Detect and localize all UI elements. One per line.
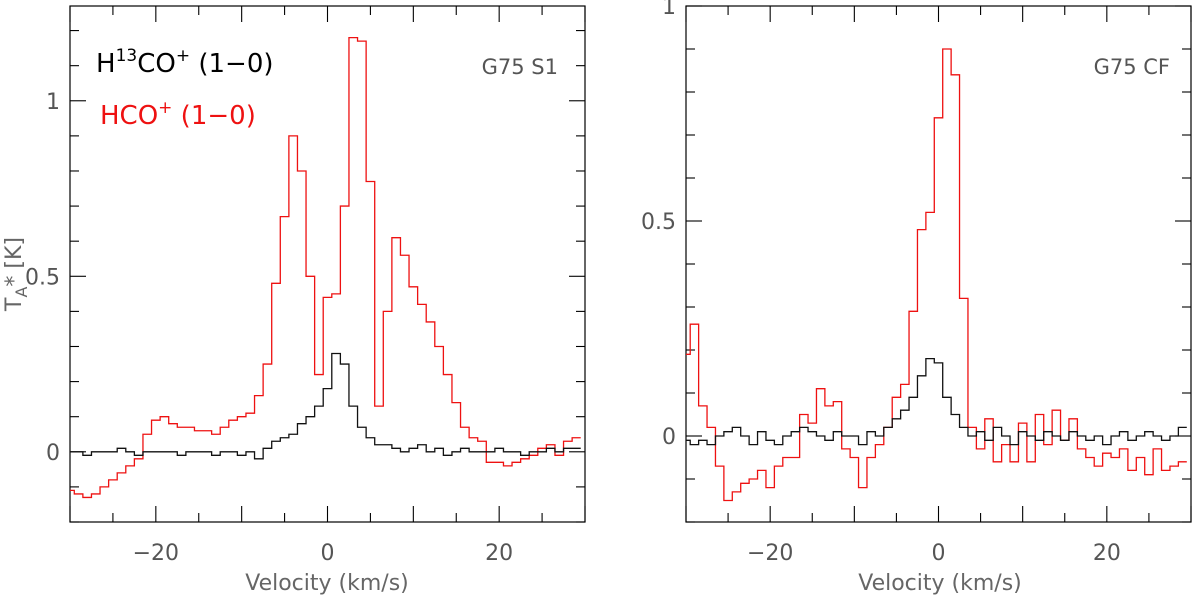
x-axis-title: Velocity (km/s)	[858, 571, 1022, 596]
axis-ticks	[685, 5, 1192, 523]
axis-ticks	[69, 6, 586, 523]
x-tick-label: 0	[932, 541, 946, 566]
y-axis-title-main: T	[2, 297, 27, 312]
legend-h13co-tail: (1−0)	[190, 49, 273, 79]
series-line	[686, 48, 1187, 502]
plot-frame	[69, 5, 586, 523]
x-tick-label: 0	[321, 541, 335, 566]
panel-label: G75 S1	[482, 55, 558, 79]
y-axis-title-suffix: * [K]	[2, 237, 27, 287]
legend-h13co: H13CO+ (1−0)	[96, 46, 274, 79]
series-line	[686, 357, 1187, 446]
series-line	[70, 36, 581, 499]
x-tick-label: 20	[485, 541, 513, 566]
legend-h13co-sup2: +	[176, 46, 190, 66]
y-tick-label: 1	[662, 0, 676, 20]
tick-labels: −20 0 20 0 0.5 1	[25, 90, 513, 566]
y-tick-label: 1	[46, 90, 60, 115]
y-tick-label: 0	[662, 425, 676, 450]
legend-hco-tail: (1−0)	[172, 101, 255, 131]
legend-hco-base: HCO	[100, 101, 158, 131]
series-line	[70, 352, 581, 460]
x-axis-title: Velocity (km/s)	[245, 571, 409, 596]
y-tick-label: 0.5	[25, 265, 60, 290]
x-tick-label: −20	[747, 541, 793, 566]
x-tick-label: 20	[1093, 541, 1121, 566]
y-axis-title: TA* [K]	[2, 237, 31, 312]
legend-hco: HCO+ (1−0)	[100, 98, 256, 131]
legend-h13co-sup: 13	[116, 46, 138, 66]
panel-g75-cf: −20 0 20 0 0.5 1 Velocity (km/s) G75 CF	[641, 0, 1192, 596]
legend-h13co-base: H	[96, 49, 116, 79]
tick-labels: −20 0 20 0 0.5 1	[641, 0, 1121, 566]
y-tick-label: 0.5	[641, 210, 676, 235]
series-group	[686, 48, 1187, 502]
legend-hco-sup: +	[158, 98, 172, 118]
svg-text:TA* [K]: TA* [K]	[2, 237, 31, 312]
y-tick-label: 0	[46, 441, 60, 466]
legend-h13co-mid: CO	[137, 49, 176, 79]
panel-label: G75 CF	[1094, 55, 1170, 79]
y-axis-title-sub: A	[12, 287, 31, 298]
series-group	[70, 36, 581, 499]
x-tick-label: −20	[133, 541, 179, 566]
plot-frame	[685, 5, 1192, 523]
panel-g75-s1: −20 0 20 0 0.5 1 Velocity (km/s) TA* [K] H13C…	[2, 5, 586, 596]
